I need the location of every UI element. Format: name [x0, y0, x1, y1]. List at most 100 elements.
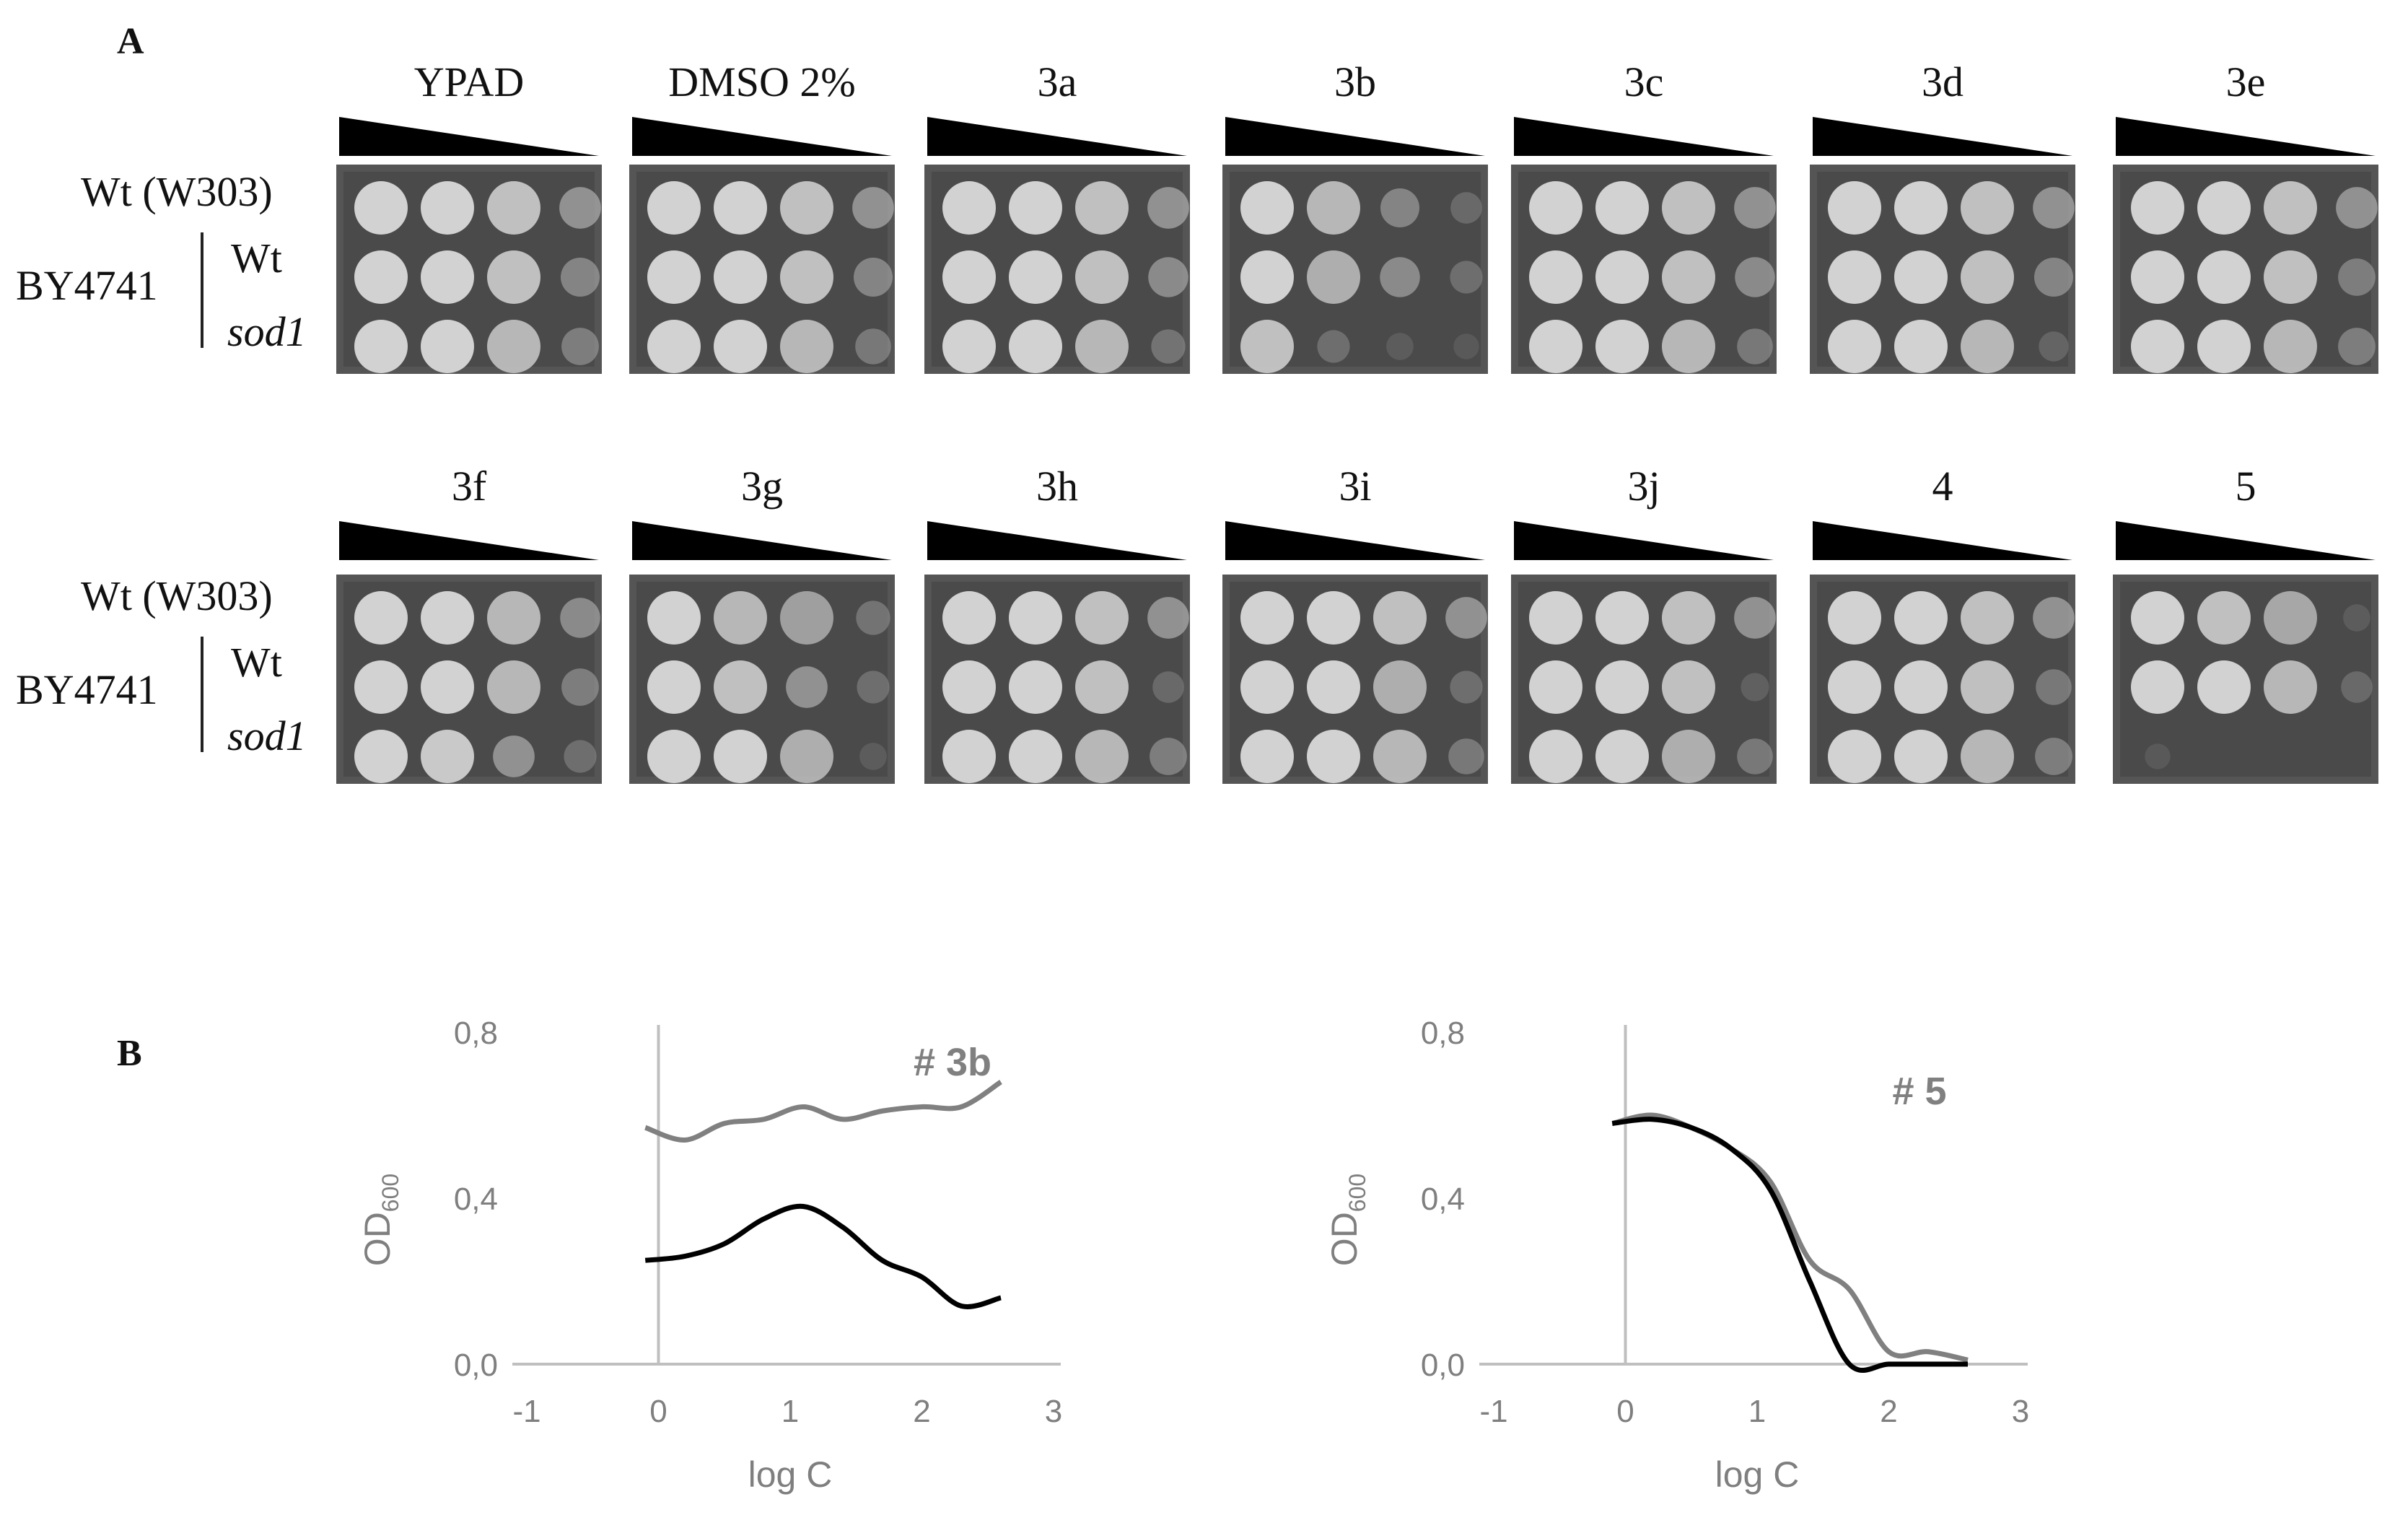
plate-label: 3h	[1036, 463, 1078, 510]
yeast-spot	[1075, 250, 1129, 304]
y-tick-label: 0,8	[1421, 1016, 1465, 1051]
x-tick-label: 2	[1880, 1394, 1897, 1429]
yeast-spot	[1009, 591, 1062, 645]
yeast-spot	[647, 660, 701, 714]
yeast-spot	[1662, 320, 1715, 373]
yeast-plate	[1511, 165, 1777, 374]
yeast-spot	[780, 250, 833, 304]
dilution-wedge	[632, 117, 892, 156]
yeast-spot	[780, 591, 833, 645]
row-label-sod1-bottom: sod1	[227, 712, 307, 759]
yeast-spot	[714, 181, 767, 235]
yeast-spot	[1317, 330, 1350, 363]
yeast-spot	[1445, 597, 1487, 639]
yeast-spot	[560, 598, 600, 638]
yeast-spot	[1737, 328, 1773, 364]
yeast-spot	[1307, 250, 1360, 304]
yeast-spot	[487, 660, 540, 714]
x-tick-label: 1	[1748, 1394, 1766, 1429]
yeast-plate	[924, 575, 1190, 784]
strain-bracket-top	[201, 232, 203, 348]
yeast-spot	[1961, 320, 2014, 373]
x-axis-label: log C	[748, 1454, 833, 1495]
yeast-spot	[1009, 181, 1062, 235]
yeast-spot	[1147, 187, 1189, 229]
yeast-spot	[2035, 738, 2072, 775]
yeast-plate	[2113, 575, 2378, 784]
dilution-wedge	[632, 521, 892, 560]
yeast-spot	[421, 181, 474, 235]
yeast-spot	[2197, 250, 2251, 304]
yeast-spot	[1828, 181, 1881, 235]
yeast-spot	[1894, 250, 1948, 304]
yeast-spot	[855, 328, 891, 364]
row-label-w303-bottom: Wt (W303)	[81, 572, 273, 619]
yeast-spot	[1307, 591, 1360, 645]
yeast-spot	[1009, 250, 1062, 304]
yeast-spot	[647, 181, 701, 235]
yeast-spot	[2131, 320, 2184, 373]
plate-label: 3e	[2225, 58, 2266, 105]
yeast-spot	[2336, 187, 2378, 229]
dilution-wedge-shape	[339, 521, 599, 560]
series-line-black	[644, 1203, 1002, 1309]
yeast-spot	[1828, 591, 1881, 645]
yeast-spot	[487, 320, 540, 373]
yeast-spot	[1735, 257, 1775, 297]
row-label-by4741-bottom: BY4741	[16, 666, 158, 713]
panel-a-letter: A	[117, 21, 144, 62]
yeast-spot	[421, 320, 474, 373]
dilution-wedge	[1225, 521, 1485, 560]
yeast-spot	[2264, 181, 2317, 235]
yeast-spot	[1075, 730, 1129, 783]
yeast-spot	[647, 730, 701, 783]
yeast-spot	[1075, 181, 1129, 235]
yeast-spot	[1894, 320, 1948, 373]
dilution-wedge-shape	[1813, 117, 2072, 156]
x-tick-label: 3	[1045, 1394, 1062, 1429]
yeast-spot	[2131, 660, 2184, 714]
yeast-spot	[714, 591, 767, 645]
yeast-spot	[487, 181, 540, 235]
yeast-spot	[1595, 181, 1649, 235]
yeast-spot	[2341, 671, 2373, 703]
dilution-wedge-shape	[1514, 117, 1774, 156]
yeast-spot	[1961, 730, 2014, 783]
yeast-spot	[647, 320, 701, 373]
yeast-spot	[1450, 192, 1482, 224]
yeast-spot	[1828, 250, 1881, 304]
yeast-spot	[1894, 730, 1948, 783]
y-axis-label-subscript: 600	[1344, 1174, 1370, 1212]
yeast-spot	[1380, 257, 1420, 297]
compound-annotation: # 5	[1892, 1070, 1946, 1113]
yeast-plate	[1810, 575, 2075, 784]
yeast-spot	[2131, 591, 2184, 645]
y-tick-label: 0,4	[1421, 1182, 1465, 1217]
yeast-spot	[714, 320, 767, 373]
yeast-spot	[714, 660, 767, 714]
yeast-plate	[336, 165, 602, 374]
yeast-spot	[487, 591, 540, 645]
x-axis-label: log C	[1715, 1454, 1800, 1495]
dilution-wedge	[927, 117, 1187, 156]
y-tick-label: 0,8	[454, 1016, 498, 1051]
yeast-spot	[1009, 730, 1062, 783]
yeast-spot	[421, 660, 474, 714]
yeast-spot	[354, 181, 408, 235]
yeast-spot	[780, 320, 833, 373]
yeast-spot	[714, 730, 767, 783]
yeast-spot	[1450, 261, 1483, 294]
yeast-spot	[1009, 320, 1062, 373]
yeast-spot	[1828, 730, 1881, 783]
yeast-spot	[1961, 660, 2014, 714]
yeast-spot	[1307, 730, 1360, 783]
y-axis-label-main: OD	[357, 1212, 398, 1266]
yeast-spot	[1240, 181, 1294, 235]
yeast-spot	[561, 328, 599, 365]
plate-label: 3b	[1334, 58, 1376, 105]
dilution-wedge	[1514, 521, 1774, 560]
yeast-spot	[1828, 660, 1881, 714]
yeast-spot	[1453, 333, 1479, 359]
od600-chart-5: 0,0 0,4 0,8 -1 0 1 2 3 log C OD600 # 5	[1324, 1016, 2029, 1495]
yeast-spot	[421, 730, 474, 783]
